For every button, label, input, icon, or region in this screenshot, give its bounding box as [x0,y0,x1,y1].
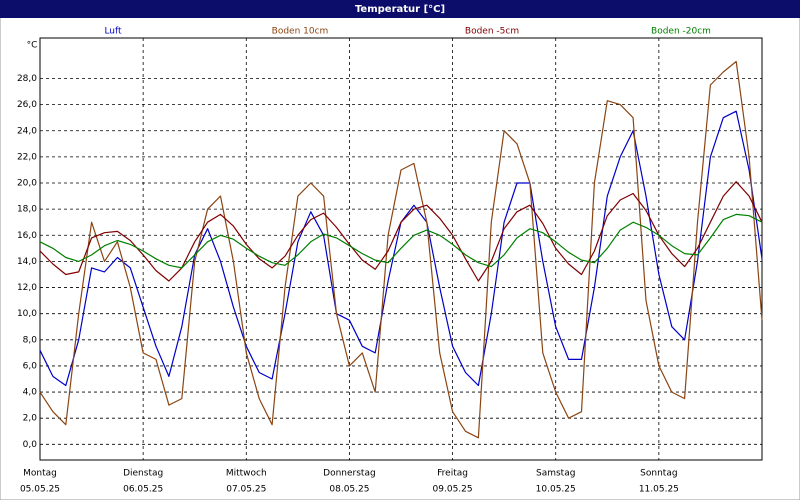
y-tick-label: 28,0 [17,74,37,84]
y-tick-label: 8,0 [23,335,38,345]
y-tick-label: 24,0 [17,126,37,136]
y-tick-label: 4,0 [23,388,38,398]
y-tick-label: 14,0 [17,257,37,267]
legend-entry: Boden -20cm [651,27,711,37]
chart-title: Temperatur [°C] [355,4,445,15]
title-bar [0,0,800,18]
legend-entry: Boden -5cm [465,27,519,37]
x-tick-date: 09.05.25 [433,485,473,495]
legend-entry: Luft [104,27,122,37]
x-tick-date: 10.05.25 [536,485,576,495]
y-tick-label: 12,0 [17,283,37,293]
x-tick-label: Montag [23,469,57,479]
y-tick-label: 10,0 [17,309,37,319]
y-tick-label: 20,0 [17,179,37,189]
x-tick-date: 05.05.25 [20,485,60,495]
y-tick-label: 6,0 [23,361,38,371]
x-tick-label: Donnerstag [323,469,376,479]
x-tick-date: 06.05.25 [123,485,163,495]
x-tick-label: Freitag [437,469,468,479]
x-tick-label: Samstag [536,469,575,479]
series-line [39,60,763,439]
y-tick-label: 0,0 [23,440,38,450]
x-tick-date: 08.05.25 [329,485,369,495]
x-tick-date: 11.05.25 [639,485,679,495]
y-unit: °C [27,41,38,51]
y-tick-label: 18,0 [17,205,37,215]
x-tick-label: Mittwoch [226,469,267,479]
x-tick-date: 07.05.25 [226,485,266,495]
legend-entry: Boden 10cm [272,27,329,37]
x-tick-label: Dienstag [123,469,163,479]
y-tick-label: 2,0 [23,414,38,424]
x-tick-label: Sonntag [640,469,677,479]
y-tick-label: 26,0 [17,100,37,110]
y-tick-label: 16,0 [17,231,37,241]
series-line [39,181,763,282]
series-line [39,213,763,269]
y-tick-label: 22,0 [17,152,37,162]
